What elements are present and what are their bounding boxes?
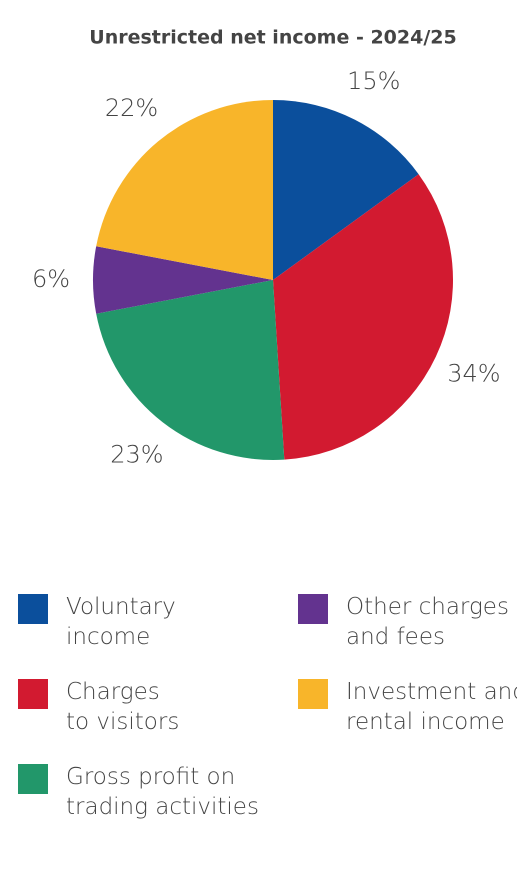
legend-swatch — [298, 594, 328, 624]
legend-item: Other charges and fees — [298, 592, 517, 677]
legend-item: Gross profit on trading activities — [18, 762, 298, 847]
legend-swatch — [298, 679, 328, 709]
value-label: 6% — [32, 265, 70, 293]
legend-item: Charges to visitors — [18, 677, 298, 762]
legend: Voluntary income Charges to visitors Gross… — [18, 592, 517, 847]
pie-slice — [96, 100, 273, 280]
legend-swatch — [18, 764, 48, 794]
legend-label: Gross profit on trading activities — [66, 764, 259, 820]
legend-label: Other charges and fees — [346, 594, 509, 650]
pie-slice — [96, 280, 285, 461]
value-label: 23% — [110, 440, 163, 468]
legend-label: Investment and rental income — [346, 679, 517, 735]
chart-title: Unrestricted net income - 2024/25 — [89, 27, 456, 49]
legend-item: Voluntary income — [18, 592, 298, 677]
chart: Unrestricted net income - 2024/25 15% 34%… — [32, 27, 501, 469]
pie-slice — [273, 100, 419, 280]
legend-label: Charges to visitors — [66, 679, 180, 735]
pie-slice — [93, 246, 273, 314]
legend-swatch — [18, 594, 48, 624]
value-label: 34% — [447, 360, 500, 388]
value-label: 15% — [347, 67, 400, 95]
value-label: 22% — [105, 94, 158, 122]
legend-swatch — [18, 679, 48, 709]
legend-label: Voluntary income — [66, 594, 176, 650]
pie-slice — [273, 174, 453, 460]
legend-item: Investment and rental income — [298, 677, 517, 762]
